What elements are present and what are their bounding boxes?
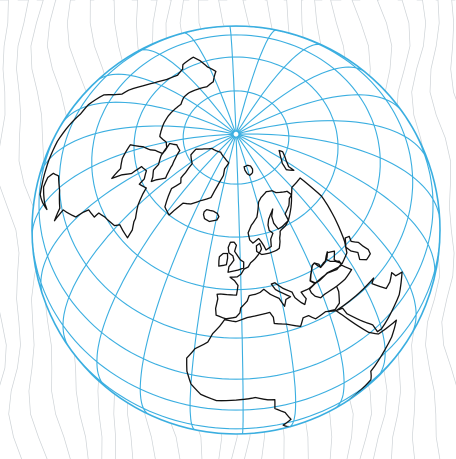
texture-line xyxy=(0,311,7,386)
parallel-line xyxy=(38,117,434,380)
iceland-coastline xyxy=(202,208,220,223)
ireland-coastline xyxy=(218,252,229,267)
texture-line xyxy=(450,0,456,100)
meridian-line xyxy=(229,25,237,135)
meridian-line xyxy=(40,133,237,297)
parallel-line xyxy=(182,90,290,185)
arabian-peninsula-coastline xyxy=(335,271,403,333)
svalbard-coastline xyxy=(243,164,254,176)
north-pole-marker xyxy=(232,130,240,138)
meridian-line xyxy=(96,133,237,388)
meridian-line xyxy=(235,133,436,281)
novaya-zemlya-coastline xyxy=(278,149,295,171)
meridian-line xyxy=(62,133,237,347)
coastlines xyxy=(39,56,403,428)
texture-line xyxy=(429,0,456,386)
greenland-coastline xyxy=(164,147,230,216)
caspian-sea-coastline xyxy=(344,235,371,261)
graticule xyxy=(31,25,441,435)
meridian-line xyxy=(235,29,278,135)
baffin-island-coastline xyxy=(150,142,181,183)
north-america-coastline xyxy=(39,56,217,239)
meridian-line xyxy=(138,49,237,135)
meridian-line xyxy=(235,133,244,435)
middle-east-coast-coastline xyxy=(327,286,341,312)
parallel-line xyxy=(133,56,339,238)
meridian-line xyxy=(235,120,429,163)
meridian-line xyxy=(235,66,366,135)
parallel-line xyxy=(31,229,441,411)
scandinavia-coastline xyxy=(247,190,293,251)
parallel-line xyxy=(91,34,381,291)
north-africa-coastline xyxy=(186,310,398,428)
globe-outline xyxy=(31,25,441,435)
parallel-line xyxy=(58,25,414,339)
meridian-line xyxy=(62,101,237,135)
meridian-line xyxy=(235,133,297,428)
meridian-line xyxy=(235,43,323,135)
meridian-line xyxy=(235,133,441,221)
great-britain-coastline xyxy=(227,241,245,273)
meridian-line xyxy=(235,94,403,135)
meridian-line xyxy=(95,73,237,135)
parallel-line xyxy=(68,346,404,430)
meridian-line xyxy=(182,32,237,135)
texture-line xyxy=(0,0,23,459)
meridian-line xyxy=(235,133,345,410)
meridian-line xyxy=(235,133,417,336)
black-sea-coastline xyxy=(309,251,342,284)
meridian-line xyxy=(139,133,237,415)
meridian-line xyxy=(189,133,237,431)
europe-coastline xyxy=(214,177,348,320)
meridian-line xyxy=(38,125,237,178)
globe-disc xyxy=(32,26,440,434)
